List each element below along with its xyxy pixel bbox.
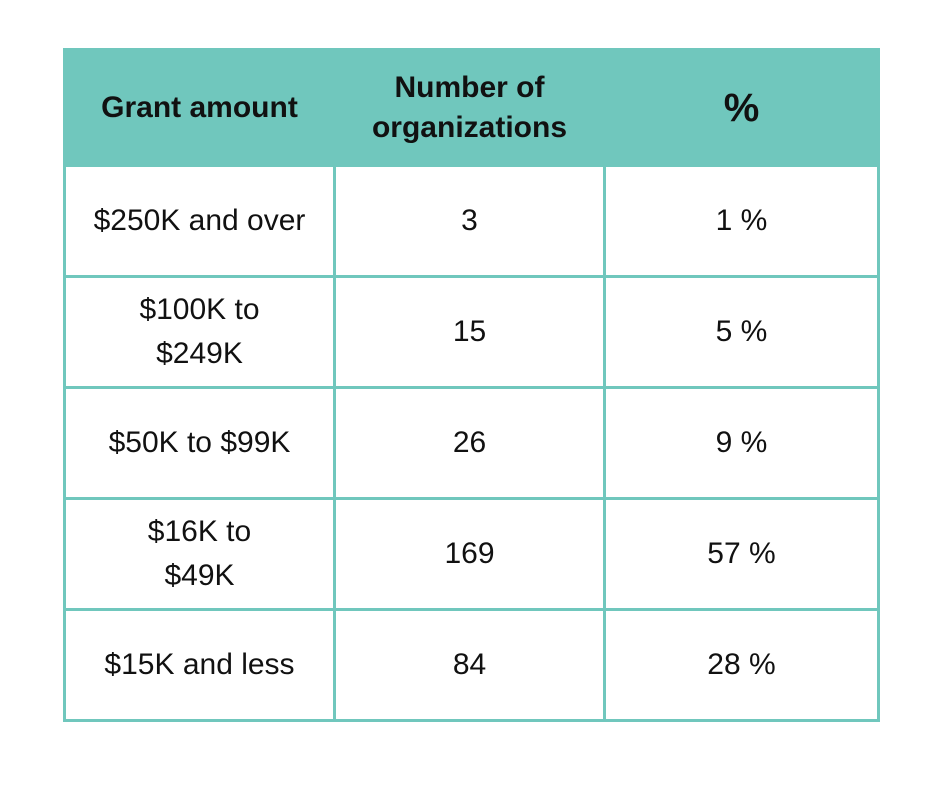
table-row: $50K to $99K 26 9 % — [63, 386, 880, 500]
table-header: Grant amount Number of organizations % — [63, 48, 880, 167]
table-row: $100K to $249K 15 5 % — [63, 275, 880, 389]
grant-distribution-table: Grant amount Number of organizations % $… — [63, 48, 880, 722]
grant-amount-label: $250K and over — [93, 204, 306, 237]
cell-grant-amount: $15K and less — [63, 608, 336, 722]
cell-count: 3 — [333, 164, 606, 278]
table-row: $250K and over 3 1 % — [63, 164, 880, 278]
cell-count: 26 — [333, 386, 606, 500]
cell-count: 15 — [333, 275, 606, 389]
header-number-of-organizations: Number of organizations — [333, 48, 606, 167]
table-row: $15K and less 84 28 % — [63, 608, 880, 722]
grant-amount-label: $50K to $99K — [108, 426, 291, 459]
grant-amount-label: $15K and less — [104, 648, 295, 681]
cell-percent: 1 % — [603, 164, 880, 278]
header-number-of-organizations-label: Number of organizations — [371, 70, 567, 144]
header-grant-amount: Grant amount — [63, 48, 336, 167]
table-body: $250K and over 3 1 % $100K to $249K 15 5… — [63, 164, 880, 722]
cell-percent: 9 % — [603, 386, 880, 500]
cell-grant-amount: $50K to $99K — [63, 386, 336, 500]
table-row: $16K to $49K 169 57 % — [63, 497, 880, 611]
cell-grant-amount: $250K and over — [63, 164, 336, 278]
cell-percent: 57 % — [603, 497, 880, 611]
cell-count: 169 — [333, 497, 606, 611]
header-row: Grant amount Number of organizations % — [63, 48, 880, 167]
cell-percent: 28 % — [603, 608, 880, 722]
cell-grant-amount: $16K to $49K — [63, 497, 336, 611]
grant-amount-label: $100K to $249K — [139, 293, 260, 370]
header-percent: % — [603, 48, 880, 167]
cell-percent: 5 % — [603, 275, 880, 389]
cell-count: 84 — [333, 608, 606, 722]
cell-grant-amount: $100K to $249K — [63, 275, 336, 389]
grant-amount-label: $16K to $49K — [147, 515, 252, 592]
